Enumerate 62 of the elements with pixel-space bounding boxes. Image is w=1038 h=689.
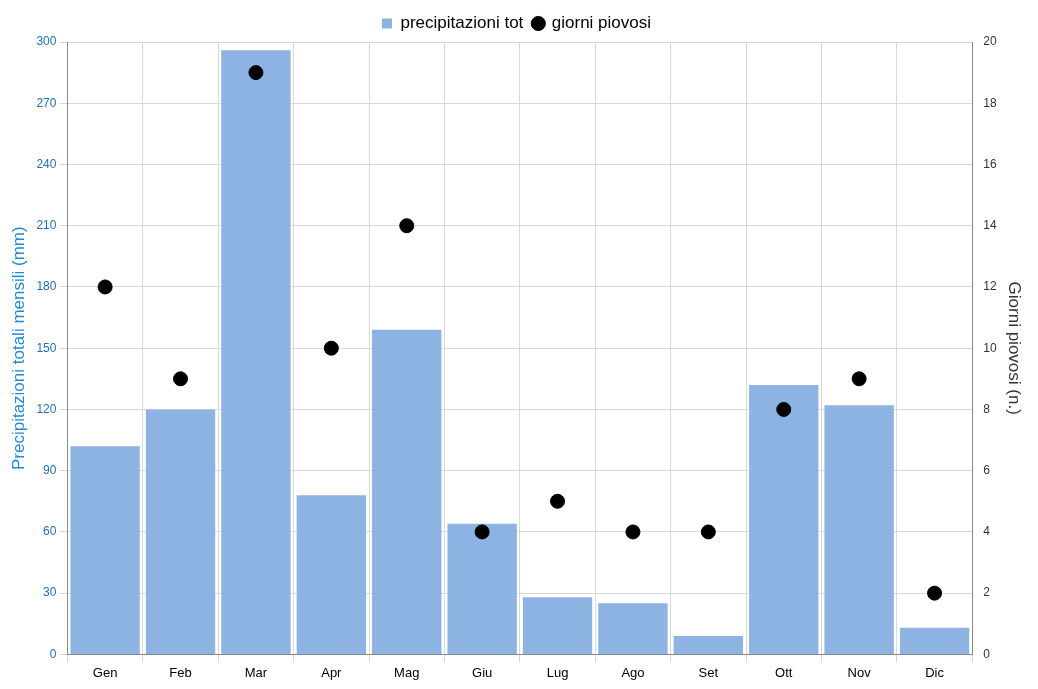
x-tick-label: Lug — [546, 664, 569, 680]
y-tick-label: 0 — [49, 646, 57, 661]
y2-tick-label: 0 — [983, 646, 991, 661]
x-tick-label: Gen — [92, 664, 118, 680]
x-tick-label: Giu — [472, 664, 493, 680]
bar — [372, 329, 442, 654]
point — [625, 524, 641, 540]
y2-tick-label: 20 — [983, 34, 997, 49]
y2-tick-label: 18 — [983, 95, 997, 110]
y-axis-title: Precipitazioni totali mensili (mm) — [8, 226, 28, 471]
x-tick-label: Ott — [775, 664, 793, 680]
y-tick-label: 300 — [36, 34, 57, 49]
bar — [145, 409, 216, 654]
point — [323, 340, 339, 356]
bar — [70, 446, 140, 654]
bar — [598, 603, 668, 654]
x-tick-label: Mag — [394, 664, 420, 680]
bar — [824, 405, 894, 654]
y2-tick-label: 4 — [983, 524, 991, 539]
x-tick-label: Set — [698, 664, 719, 680]
y-tick-label: 90 — [43, 462, 57, 477]
y2-tick-label: 16 — [983, 156, 997, 171]
point — [700, 524, 716, 540]
point — [550, 493, 566, 509]
y-tick-label: 30 — [43, 585, 57, 600]
x-tick-label: Ago — [621, 664, 645, 680]
y2-tick-label: 2 — [983, 585, 991, 600]
y2-tick-label: 6 — [983, 462, 991, 477]
y2-tick-label: 10 — [983, 340, 997, 355]
y-tick-label: 270 — [36, 95, 57, 110]
x-tick-label: Apr — [321, 664, 343, 680]
point — [399, 218, 415, 234]
legend-label: precipitazioni tot — [400, 13, 524, 33]
bar — [899, 627, 970, 654]
y2-tick-label: 8 — [983, 401, 991, 416]
point — [776, 401, 792, 417]
y-tick-label: 120 — [36, 401, 57, 416]
bar — [673, 636, 744, 654]
x-tick-label: Mar — [244, 664, 268, 680]
y2-axis-title: Giorni piovosi (n.) — [1005, 281, 1025, 415]
point — [851, 371, 867, 387]
bar — [447, 523, 517, 654]
bar — [221, 50, 291, 654]
x-tick-label: Feb — [169, 664, 192, 680]
y-tick-label: 210 — [36, 218, 57, 233]
bar — [749, 384, 819, 654]
bar — [296, 495, 367, 654]
y-tick-label: 240 — [36, 156, 57, 171]
point — [173, 371, 189, 387]
y-tick-label: 60 — [43, 524, 57, 539]
point — [97, 279, 113, 295]
point — [474, 524, 490, 540]
y-tick-label: 180 — [36, 279, 57, 294]
x-tick-label: Dic — [925, 664, 945, 680]
y2-tick-label: 12 — [983, 279, 997, 294]
y-tick-label: 150 — [36, 340, 57, 355]
bar — [522, 597, 593, 654]
y2-tick-label: 14 — [983, 218, 997, 233]
point — [248, 65, 264, 81]
legend-label: giorni piovosi — [551, 13, 652, 33]
x-tick-label: Nov — [847, 664, 872, 680]
point — [927, 585, 943, 601]
